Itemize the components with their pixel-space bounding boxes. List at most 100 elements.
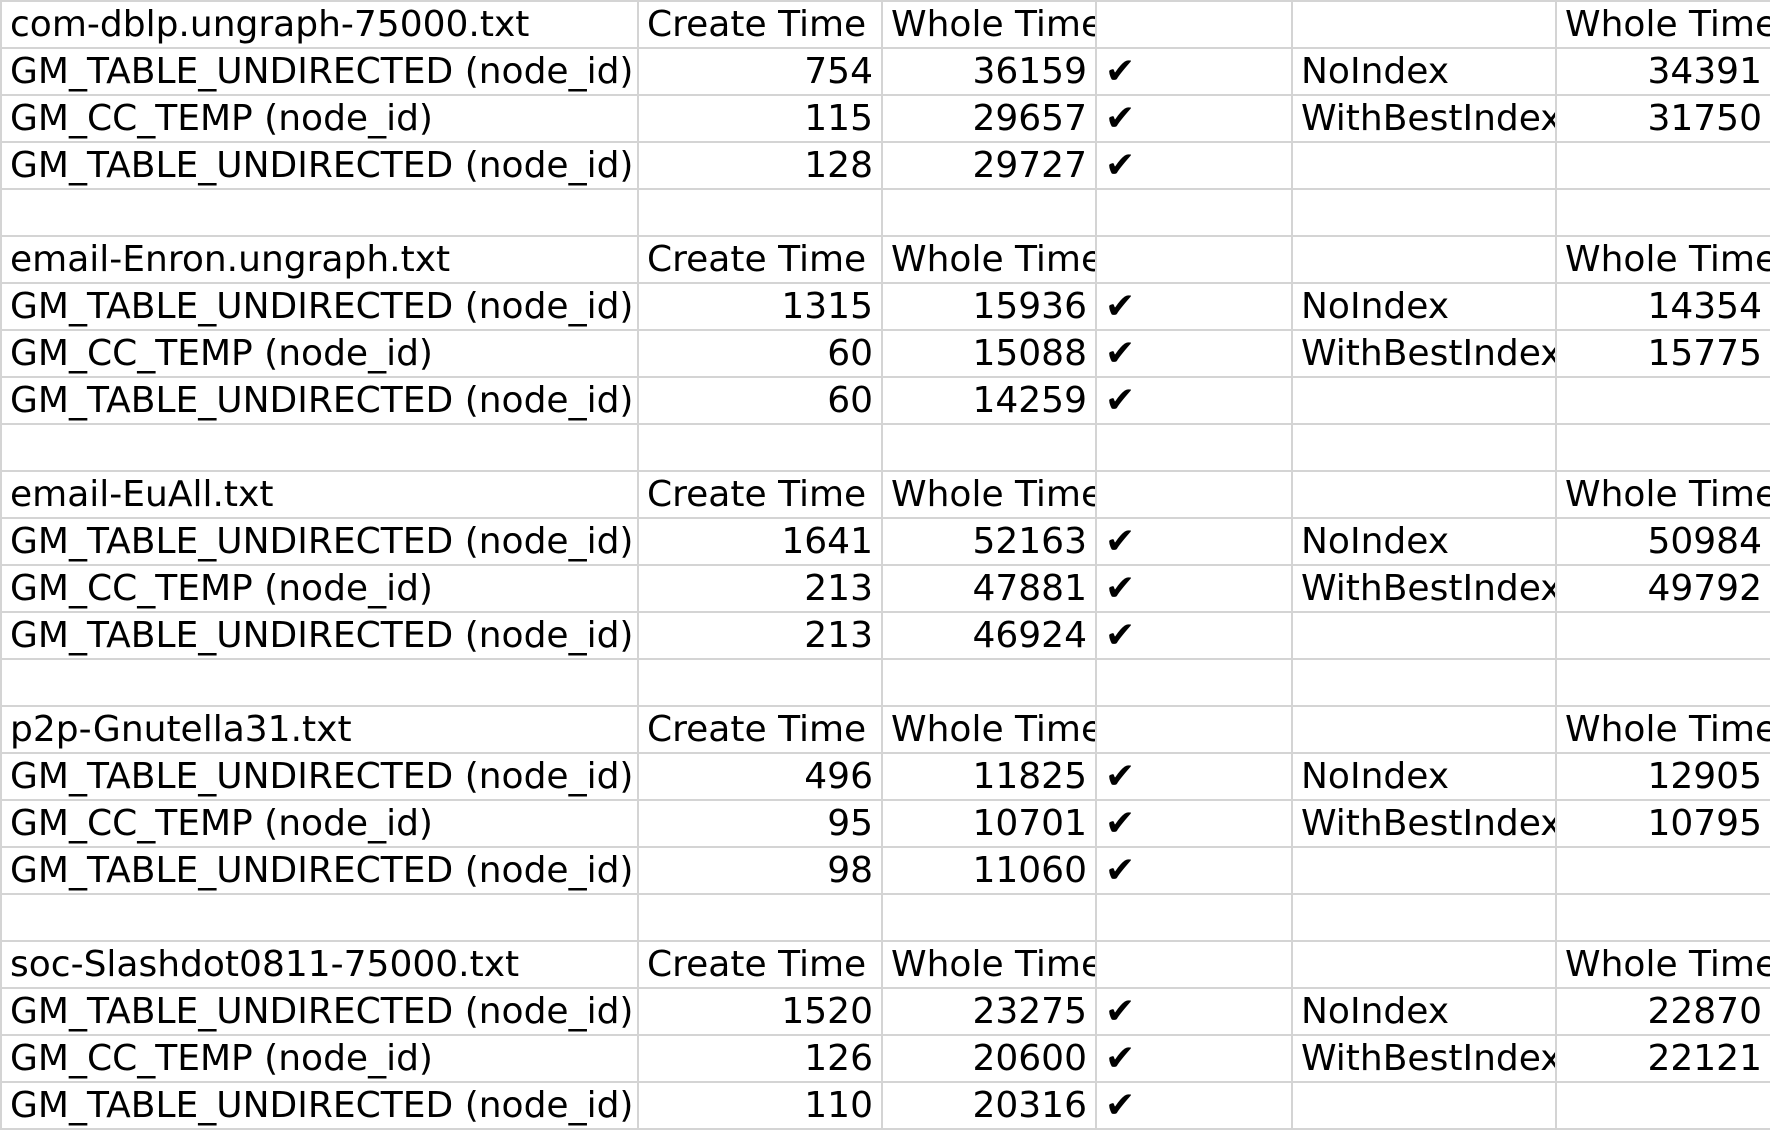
- index-label-cell[interactable]: WithBestIndex: [1291, 799, 1557, 848]
- index-label-cell[interactable]: NoIndex: [1291, 282, 1557, 331]
- whole-time-cell[interactable]: 11060: [881, 846, 1097, 895]
- table-name-cell[interactable]: GM_TABLE_UNDIRECTED (node_id): [0, 141, 639, 190]
- empty-cell[interactable]: [1291, 0, 1557, 49]
- checkmark-cell[interactable]: ✔: [1095, 564, 1293, 613]
- empty-cell[interactable]: [1555, 188, 1770, 237]
- checkmark-cell[interactable]: ✔: [1095, 1081, 1293, 1130]
- empty-cell[interactable]: [637, 423, 883, 472]
- table-name-cell[interactable]: GM_TABLE_UNDIRECTED (node_id): [0, 376, 639, 425]
- whole-time-cell[interactable]: 10701: [881, 799, 1097, 848]
- create-time-header-cell[interactable]: Create Time: [637, 0, 883, 49]
- empty-cell[interactable]: [0, 893, 639, 942]
- whole-time-cell[interactable]: 15088: [881, 329, 1097, 378]
- dataset-name-cell[interactable]: p2p-Gnutella31.txt: [0, 705, 639, 754]
- empty-cell[interactable]: [1555, 423, 1770, 472]
- create-time-cell[interactable]: 126: [637, 1034, 883, 1083]
- create-time-cell[interactable]: 1315: [637, 282, 883, 331]
- whole-time-header-cell[interactable]: Whole Time: [881, 705, 1097, 754]
- table-name-cell[interactable]: GM_TABLE_UNDIRECTED (node_id): [0, 611, 639, 660]
- create-time-header-cell[interactable]: Create Time: [637, 940, 883, 989]
- empty-cell[interactable]: [1095, 940, 1293, 989]
- whole-time-header-cell[interactable]: Whole Time: [881, 470, 1097, 519]
- index-value-cell[interactable]: 15775: [1555, 329, 1770, 378]
- create-time-cell[interactable]: 60: [637, 329, 883, 378]
- index-label-cell[interactable]: WithBestIndex: [1291, 94, 1557, 143]
- index-value-cell[interactable]: [1555, 1081, 1770, 1130]
- right-whole-time-header-cell[interactable]: Whole Time: [1555, 940, 1770, 989]
- dataset-name-cell[interactable]: com-dblp.ungraph-75000.txt: [0, 0, 639, 49]
- whole-time-cell[interactable]: 52163: [881, 517, 1097, 566]
- create-time-header-cell[interactable]: Create Time: [637, 705, 883, 754]
- index-label-cell[interactable]: [1291, 376, 1557, 425]
- empty-cell[interactable]: [1291, 940, 1557, 989]
- checkmark-cell[interactable]: ✔: [1095, 94, 1293, 143]
- empty-cell[interactable]: [1291, 188, 1557, 237]
- table-name-cell[interactable]: GM_TABLE_UNDIRECTED (node_id): [0, 752, 639, 801]
- index-label-cell[interactable]: [1291, 1081, 1557, 1130]
- table-name-cell[interactable]: GM_CC_TEMP (node_id): [0, 94, 639, 143]
- whole-time-header-cell[interactable]: Whole Time: [881, 235, 1097, 284]
- index-value-cell[interactable]: [1555, 376, 1770, 425]
- table-name-cell[interactable]: GM_CC_TEMP (node_id): [0, 799, 639, 848]
- empty-cell[interactable]: [1095, 705, 1293, 754]
- index-value-cell[interactable]: 31750: [1555, 94, 1770, 143]
- create-time-cell[interactable]: 213: [637, 611, 883, 660]
- right-whole-time-header-cell[interactable]: Whole Time: [1555, 705, 1770, 754]
- whole-time-cell[interactable]: 23275: [881, 987, 1097, 1036]
- dataset-name-cell[interactable]: email-EuAll.txt: [0, 470, 639, 519]
- create-time-cell[interactable]: 213: [637, 564, 883, 613]
- create-time-cell[interactable]: 110: [637, 1081, 883, 1130]
- dataset-name-cell[interactable]: email-Enron.ungraph.txt: [0, 235, 639, 284]
- create-time-cell[interactable]: 60: [637, 376, 883, 425]
- empty-cell[interactable]: [1095, 0, 1293, 49]
- whole-time-header-cell[interactable]: Whole Time: [881, 0, 1097, 49]
- empty-cell[interactable]: [637, 658, 883, 707]
- index-value-cell[interactable]: 12905: [1555, 752, 1770, 801]
- empty-cell[interactable]: [881, 893, 1097, 942]
- right-whole-time-header-cell[interactable]: Whole Time: [1555, 0, 1770, 49]
- table-name-cell[interactable]: GM_TABLE_UNDIRECTED (node_id): [0, 1081, 639, 1130]
- index-value-cell[interactable]: 22870: [1555, 987, 1770, 1036]
- index-value-cell[interactable]: 10795: [1555, 799, 1770, 848]
- whole-time-cell[interactable]: 36159: [881, 47, 1097, 96]
- whole-time-cell[interactable]: 29657: [881, 94, 1097, 143]
- index-value-cell[interactable]: 49792: [1555, 564, 1770, 613]
- empty-cell[interactable]: [637, 893, 883, 942]
- index-value-cell[interactable]: 50984: [1555, 517, 1770, 566]
- create-time-cell[interactable]: 98: [637, 846, 883, 895]
- index-label-cell[interactable]: [1291, 141, 1557, 190]
- empty-cell[interactable]: [881, 423, 1097, 472]
- checkmark-cell[interactable]: ✔: [1095, 987, 1293, 1036]
- dataset-name-cell[interactable]: soc-Slashdot0811-75000.txt: [0, 940, 639, 989]
- create-time-cell[interactable]: 754: [637, 47, 883, 96]
- right-whole-time-header-cell[interactable]: Whole Time: [1555, 235, 1770, 284]
- index-label-cell[interactable]: NoIndex: [1291, 987, 1557, 1036]
- empty-cell[interactable]: [0, 658, 639, 707]
- empty-cell[interactable]: [1095, 235, 1293, 284]
- index-value-cell[interactable]: 22121: [1555, 1034, 1770, 1083]
- empty-cell[interactable]: [1291, 658, 1557, 707]
- create-time-cell[interactable]: 95: [637, 799, 883, 848]
- checkmark-cell[interactable]: ✔: [1095, 329, 1293, 378]
- right-whole-time-header-cell[interactable]: Whole Time: [1555, 470, 1770, 519]
- checkmark-cell[interactable]: ✔: [1095, 611, 1293, 660]
- index-label-cell[interactable]: WithBestIndex: [1291, 329, 1557, 378]
- empty-cell[interactable]: [1095, 893, 1293, 942]
- empty-cell[interactable]: [1555, 658, 1770, 707]
- create-time-cell[interactable]: 496: [637, 752, 883, 801]
- index-value-cell[interactable]: [1555, 141, 1770, 190]
- empty-cell[interactable]: [1095, 423, 1293, 472]
- table-name-cell[interactable]: GM_TABLE_UNDIRECTED (node_id): [0, 282, 639, 331]
- create-time-cell[interactable]: 128: [637, 141, 883, 190]
- checkmark-cell[interactable]: ✔: [1095, 752, 1293, 801]
- checkmark-cell[interactable]: ✔: [1095, 799, 1293, 848]
- whole-time-cell[interactable]: 20316: [881, 1081, 1097, 1130]
- table-name-cell[interactable]: GM_CC_TEMP (node_id): [0, 329, 639, 378]
- whole-time-header-cell[interactable]: Whole Time: [881, 940, 1097, 989]
- whole-time-cell[interactable]: 46924: [881, 611, 1097, 660]
- empty-cell[interactable]: [1291, 235, 1557, 284]
- whole-time-cell[interactable]: 11825: [881, 752, 1097, 801]
- empty-cell[interactable]: [1291, 705, 1557, 754]
- empty-cell[interactable]: [1291, 470, 1557, 519]
- index-label-cell[interactable]: WithBestIndex: [1291, 1034, 1557, 1083]
